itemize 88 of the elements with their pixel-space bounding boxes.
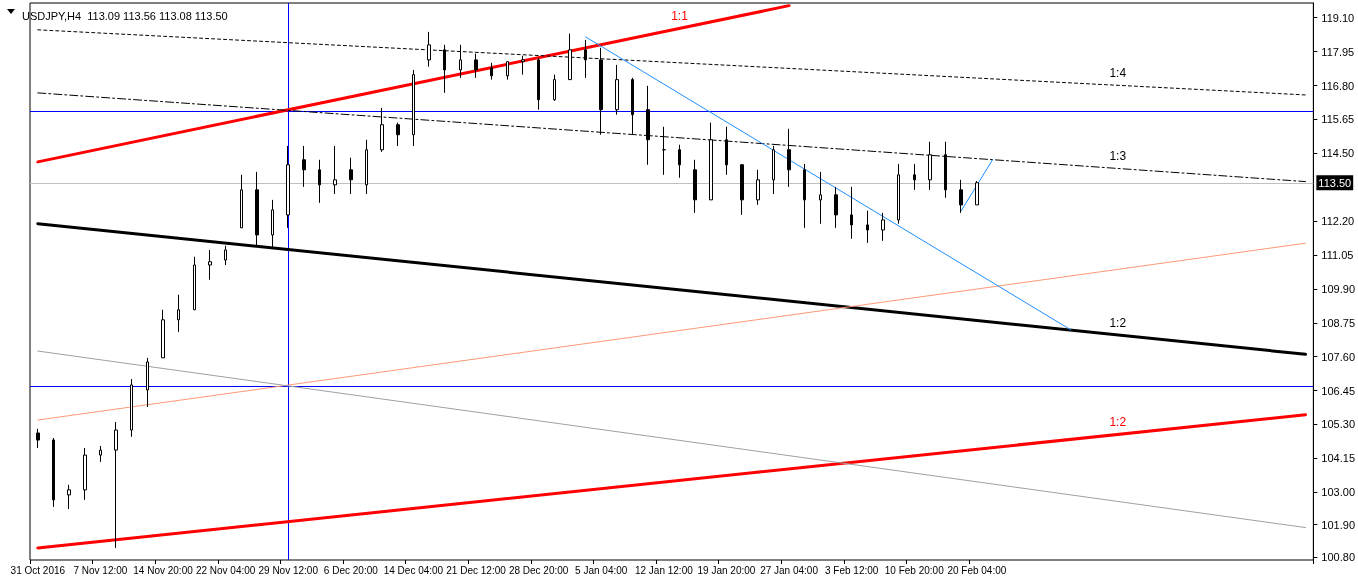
candlestick xyxy=(318,159,321,204)
x-tick-label: 19 Jan 20:00 xyxy=(697,564,756,576)
candlestick xyxy=(725,126,728,176)
x-tick-label: 3 Feb 12:00 xyxy=(824,564,879,576)
candlestick xyxy=(678,144,681,179)
candlestick xyxy=(474,53,478,79)
ref-line-label: 113.50 xyxy=(1318,176,1352,189)
candlestick xyxy=(537,57,540,111)
candlestick xyxy=(568,33,572,81)
candlestick xyxy=(756,169,760,206)
candlestick xyxy=(897,163,900,225)
candlestick xyxy=(506,61,509,81)
candlestick xyxy=(161,309,165,359)
x-tick-label: 31 Oct 2016 xyxy=(10,564,66,576)
y-tick-label: 115.65 xyxy=(1321,113,1355,126)
candlestick xyxy=(584,39,587,79)
candlestick xyxy=(662,126,666,176)
candlestick xyxy=(913,163,916,191)
candlestick xyxy=(67,484,71,510)
y-tick-label: 112.20 xyxy=(1321,215,1355,228)
y-tick-label: 114.50 xyxy=(1321,147,1355,160)
candlestick xyxy=(427,31,431,68)
candlestick xyxy=(52,437,55,508)
candlestick xyxy=(193,256,196,311)
x-tick-label: 10 Feb 20:00 xyxy=(884,564,945,576)
x-tick-label: 20 Feb 04:00 xyxy=(947,564,1007,576)
candlestick xyxy=(36,428,40,449)
x-tick-label: 14 Dec 04:00 xyxy=(383,564,444,576)
candlestick xyxy=(177,294,180,333)
y-tick-label: 106.45 xyxy=(1321,384,1356,397)
y-tick-label: 111.05 xyxy=(1321,248,1354,261)
series-label: 1:2 xyxy=(1109,315,1127,330)
candlestick xyxy=(866,210,869,244)
x-tick-label: 21 Dec 12:00 xyxy=(446,564,507,576)
candlestick xyxy=(521,55,525,76)
y-tick-label: 103.00 xyxy=(1321,486,1356,499)
y-tick-label: 100.80 xyxy=(1321,551,1356,564)
y-tick-label: 117.95 xyxy=(1321,45,1355,58)
candlestick xyxy=(975,180,979,206)
candlestick xyxy=(302,145,306,188)
x-tick-label: 7 Nov 12:00 xyxy=(73,564,128,576)
candlestick xyxy=(333,145,337,195)
x-tick-label: 22 Nov 04:00 xyxy=(195,564,256,576)
y-tick-label: 116.80 xyxy=(1321,79,1355,92)
candlestick xyxy=(224,245,227,266)
candlestick xyxy=(396,122,400,147)
candlestick xyxy=(130,378,133,438)
candlestick xyxy=(803,163,806,229)
candlestick xyxy=(615,64,619,116)
y-tick-label: 109.90 xyxy=(1321,282,1356,295)
x-tick-label: 6 Dec 20:00 xyxy=(323,564,379,576)
y-tick-label: 104.15 xyxy=(1321,452,1356,465)
y-tick-label: 119.10 xyxy=(1321,11,1355,24)
candlestick xyxy=(553,74,556,102)
series-label: 1:4 xyxy=(1109,66,1127,81)
candlestick xyxy=(114,421,118,549)
series-label: 1:2 xyxy=(1109,415,1127,430)
candlestick xyxy=(208,249,212,281)
x-tick-label: 14 Nov 20:00 xyxy=(133,564,194,576)
y-tick-label: 105.30 xyxy=(1321,418,1356,431)
series-label: 1:3 xyxy=(1109,149,1127,164)
y-tick-label: 107.60 xyxy=(1321,350,1356,363)
y-tick-label: 101.90 xyxy=(1321,518,1356,531)
x-tick-label: 27 Jan 04:00 xyxy=(760,564,819,576)
x-tick-label: 29 Nov 12:00 xyxy=(258,564,319,576)
candlestick xyxy=(83,447,87,501)
candlestick xyxy=(286,145,290,229)
candlestick xyxy=(240,174,243,229)
candlestick xyxy=(959,179,963,214)
candlestick xyxy=(850,186,853,240)
y-tick-label: 108.75 xyxy=(1321,316,1356,329)
candlestick xyxy=(740,163,744,216)
candlestick xyxy=(490,62,493,81)
candlestick xyxy=(146,357,149,408)
candlestick xyxy=(349,157,353,195)
candlestick xyxy=(834,186,838,229)
candlestick xyxy=(459,44,462,79)
x-tick-label: 5 Jan 04:00 xyxy=(575,564,628,576)
x-tick-label: 28 Dec 20:00 xyxy=(508,564,569,576)
candlestick xyxy=(819,171,822,225)
x-tick-label: 12 Jan 12:00 xyxy=(634,564,694,576)
candlestick xyxy=(881,212,885,242)
series-label: 1:1 xyxy=(671,9,689,24)
candlestick xyxy=(365,139,368,195)
candlestick xyxy=(693,159,697,214)
candlestick xyxy=(380,107,384,153)
text: USDJPY,H4 113.09 113.56 113.08 113.50 xyxy=(22,9,228,22)
candlestick xyxy=(99,445,102,463)
